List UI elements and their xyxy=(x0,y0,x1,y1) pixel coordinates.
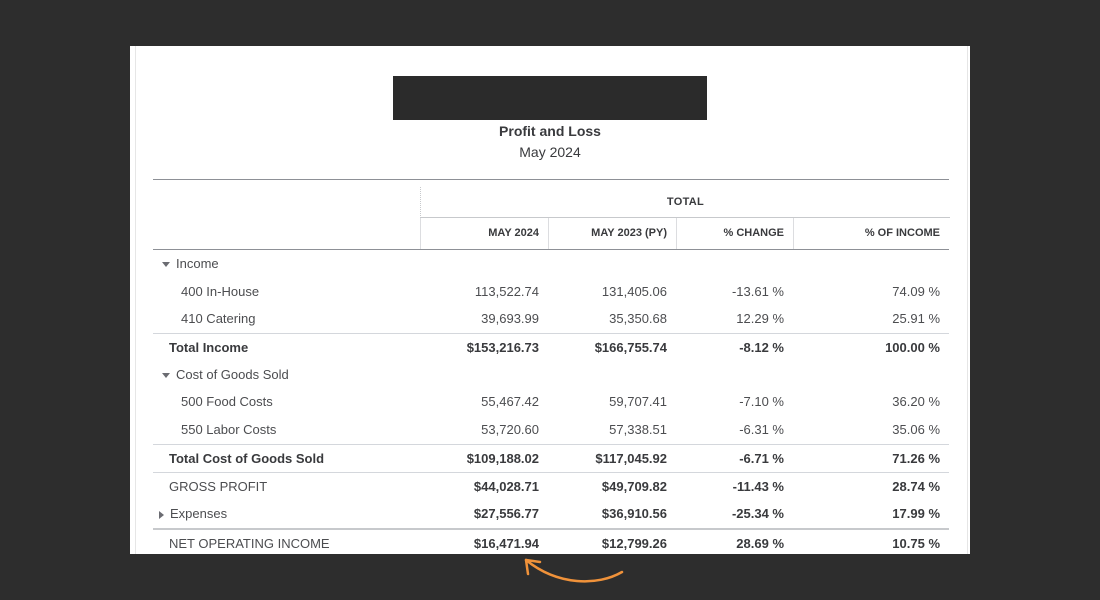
cell-may-2024[interactable]: 53,720.60 xyxy=(481,422,539,437)
table-row-net-operating-income: NET OPERATING INCOME $16,471.94 $12,799.… xyxy=(153,528,949,554)
cell-pct-change: -6.31 % xyxy=(739,422,784,437)
sheet-left-edge xyxy=(135,46,136,554)
row-label: Income xyxy=(176,256,219,271)
cell-may-2024[interactable]: 113,522.74 xyxy=(474,284,539,299)
table-row-total-income: Total Income $153,216.73 $166,755.74 -8.… xyxy=(153,333,949,362)
cell-may-2023[interactable]: $117,045.92 xyxy=(595,451,667,466)
cell-pct-change: -6.71 % xyxy=(739,451,784,466)
row-label: NET OPERATING INCOME xyxy=(169,536,330,551)
row-label: Expenses xyxy=(170,506,228,521)
row-label: GROSS PROFIT xyxy=(169,479,268,494)
cell-pct-change: -7.10 % xyxy=(739,394,784,409)
column-group-total: TOTAL xyxy=(420,187,950,218)
table-row-expenses: Expenses $27,556.77 $36,910.56 -25.34 % … xyxy=(153,500,949,528)
cell-pct-income: 10.75 % xyxy=(892,536,940,551)
row-label[interactable]: 400 In-House xyxy=(181,284,260,299)
cell-may-2024[interactable]: $44,028.71 xyxy=(473,479,539,494)
table-row-cogs-section: Cost of Goods Sold xyxy=(153,361,949,389)
cogs-toggle[interactable]: Cost of Goods Sold xyxy=(162,361,289,389)
table-row: 400 In-House 113,522.74 131,405.06 -13.6… xyxy=(153,278,949,306)
report-period: May 2024 xyxy=(519,144,581,160)
chevron-down-icon[interactable] xyxy=(162,373,170,379)
cell-pct-income: 74.09 % xyxy=(892,284,940,299)
cell-may-2023[interactable]: 35,350.68 xyxy=(609,311,667,326)
table-row-total-cogs: Total Cost of Goods Sold $109,188.02 $11… xyxy=(153,444,949,473)
cell-may-2023[interactable]: 59,707.41 xyxy=(609,394,667,409)
income-toggle[interactable]: Income xyxy=(162,250,219,278)
row-label: Total Income xyxy=(169,340,249,355)
chevron-down-icon[interactable] xyxy=(162,262,170,268)
cell-pct-change: 28.69 % xyxy=(736,536,784,551)
cell-may-2023[interactable]: 131,405.06 xyxy=(601,284,667,299)
cell-pct-income: 71.26 % xyxy=(892,451,940,466)
col-header-pct-of-income[interactable]: % OF INCOME xyxy=(793,218,949,249)
row-label: Cost of Goods Sold xyxy=(176,367,289,382)
cell-pct-income: 36.20 % xyxy=(892,394,940,409)
cell-may-2023[interactable]: $36,910.56 xyxy=(601,506,667,521)
cell-may-2024[interactable]: $27,556.77 xyxy=(473,506,539,521)
cell-pct-income: 100.00 % xyxy=(885,340,940,355)
table-row-gross-profit: GROSS PROFIT $44,028.71 $49,709.82 -11.4… xyxy=(153,472,949,501)
cell-pct-income: 35.06 % xyxy=(892,422,940,437)
cell-pct-change: -25.34 % xyxy=(731,506,784,521)
col-header-pct-change[interactable]: % CHANGE xyxy=(676,218,793,249)
table-row: 500 Food Costs 55,467.42 59,707.41 -7.10… xyxy=(153,388,949,416)
cell-may-2023[interactable]: $166,755.74 xyxy=(594,340,667,355)
row-label[interactable]: 500 Food Costs xyxy=(181,394,273,409)
row-label[interactable]: 550 Labor Costs xyxy=(181,422,277,437)
divider xyxy=(153,179,949,180)
col-header-may-2023-py[interactable]: MAY 2023 (PY) xyxy=(548,218,676,249)
chevron-right-icon[interactable] xyxy=(159,510,164,519)
table-row-income-section: Income xyxy=(153,250,949,278)
cell-pct-income: 25.91 % xyxy=(892,311,940,326)
cell-may-2023[interactable]: $49,709.82 xyxy=(601,479,667,494)
cell-pct-change: 12.29 % xyxy=(736,311,784,326)
cell-may-2024[interactable]: $16,471.94 xyxy=(473,536,539,551)
cell-may-2023[interactable]: $12,799.26 xyxy=(601,536,667,551)
table-row: 550 Labor Costs 53,720.60 57,338.51 -6.3… xyxy=(153,416,949,444)
report-title: Profit and Loss xyxy=(499,123,601,139)
row-label[interactable]: 410 Catering xyxy=(181,311,256,326)
divider xyxy=(153,249,949,250)
cell-may-2024[interactable]: $109,188.02 xyxy=(466,451,539,466)
table-row: 410 Catering 39,693.99 35,350.68 12.29 %… xyxy=(153,305,949,333)
cell-may-2024[interactable]: 39,693.99 xyxy=(481,311,539,326)
redacted-company-name xyxy=(393,76,707,120)
annotation-arrow-icon xyxy=(524,558,624,583)
cell-pct-change: -13.61 % xyxy=(731,284,784,299)
cell-pct-change: -8.12 % xyxy=(739,340,784,355)
cell-pct-income: 28.74 % xyxy=(892,479,940,494)
cell-may-2024[interactable]: $153,216.73 xyxy=(466,340,539,355)
expenses-toggle[interactable]: Expenses xyxy=(159,500,227,528)
cell-may-2023[interactable]: 57,338.51 xyxy=(609,422,667,437)
row-label: Total Cost of Goods Sold xyxy=(169,451,325,466)
cell-pct-change: -11.43 % xyxy=(732,479,784,494)
col-header-may-2024[interactable]: MAY 2024 xyxy=(420,218,548,249)
report-sheet: Profit and Loss May 2024 TOTAL MAY 2024 … xyxy=(130,46,970,554)
sheet-right-edge xyxy=(967,46,968,554)
cell-pct-income: 17.99 % xyxy=(892,506,940,521)
cell-may-2024[interactable]: 55,467.42 xyxy=(481,394,539,409)
